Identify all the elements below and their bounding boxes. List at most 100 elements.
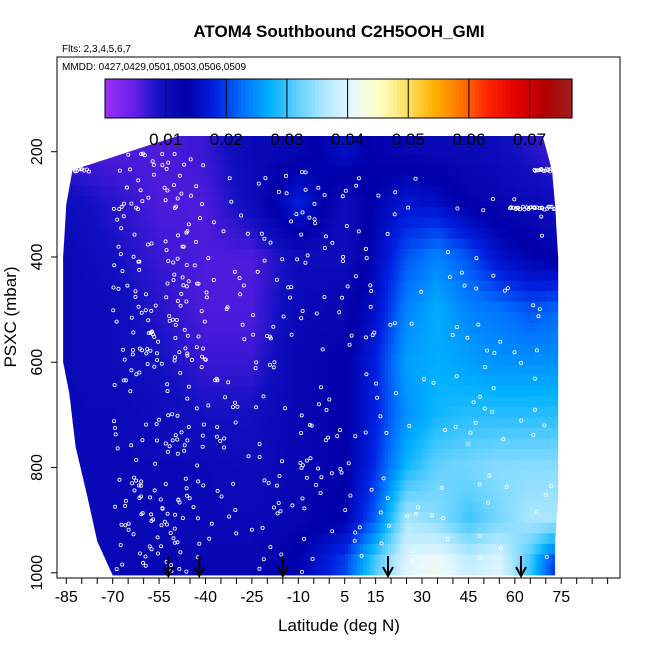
heatmap-cell <box>261 280 265 292</box>
heatmap-cell <box>379 575 383 586</box>
heatmap-cell <box>285 333 290 345</box>
heatmap-cell <box>372 206 377 219</box>
heatmap-cell <box>236 291 241 303</box>
heatmap-cell <box>137 575 141 586</box>
heatmap-cell <box>134 249 139 261</box>
heatmap-cell <box>258 449 262 461</box>
heatmap-cell <box>403 228 408 240</box>
heatmap-cell <box>304 522 309 534</box>
heatmap-cell <box>100 491 104 503</box>
heatmap-cell <box>236 564 241 576</box>
heatmap-cell <box>165 206 169 219</box>
heatmap-cell <box>134 164 139 177</box>
heatmap-cell <box>289 228 293 240</box>
heatmap-cell <box>171 564 176 576</box>
heatmap-cell <box>183 228 188 240</box>
heatmap-cell <box>193 164 197 177</box>
heatmap-cell <box>227 270 231 282</box>
heatmap-cell <box>112 185 117 198</box>
heatmap-cell <box>177 501 182 513</box>
heatmap-cell <box>242 406 247 419</box>
heatmap-cell <box>63 143 64 155</box>
heatmap-cell <box>338 291 343 303</box>
heatmap-cell <box>403 291 408 303</box>
heatmap-cell <box>165 470 169 482</box>
heatmap-cell <box>391 228 395 240</box>
heatmap-cell <box>329 543 333 555</box>
heatmap-cell <box>397 512 401 524</box>
heatmap-cell <box>171 459 176 471</box>
heatmap-cell <box>140 554 145 566</box>
heatmap-cell <box>134 154 139 166</box>
heatmap-cell <box>159 217 163 229</box>
heatmap-cell <box>183 470 188 482</box>
heatmap-cell <box>140 428 145 440</box>
heatmap-cell <box>202 459 207 471</box>
heatmap-cell <box>202 322 207 334</box>
heatmap-cell <box>146 385 151 398</box>
heatmap-cell <box>186 228 191 240</box>
heatmap-cell <box>378 154 383 166</box>
heatmap-cell <box>162 470 166 482</box>
heatmap-cell <box>134 206 139 219</box>
heatmap-cell <box>115 259 120 271</box>
heatmap-cell <box>183 459 188 471</box>
heatmap-cell <box>273 491 278 503</box>
heatmap-cell <box>202 533 207 545</box>
heatmap-cell <box>282 217 287 229</box>
heatmap-cell <box>63 228 64 240</box>
heatmap-cell <box>335 154 340 166</box>
heatmap-cell <box>112 270 117 282</box>
heatmap-cell <box>301 385 306 398</box>
heatmap-cell <box>403 164 408 177</box>
heatmap-cell <box>282 259 287 271</box>
heatmap-cell <box>202 480 207 492</box>
heatmap-cell <box>397 185 401 198</box>
heatmap-cell <box>372 385 377 398</box>
heatmap-cell <box>267 554 272 566</box>
heatmap-cell <box>316 135 321 145</box>
heatmap-cell <box>391 354 395 366</box>
heatmap-cell <box>211 238 216 250</box>
heatmap-cell <box>323 501 327 513</box>
heatmap-cell <box>75 343 80 355</box>
heatmap-cell <box>335 291 340 303</box>
heatmap-cell <box>378 512 383 524</box>
heatmap-cell <box>242 228 247 240</box>
heatmap-cell <box>69 217 74 229</box>
heatmap-cell <box>121 343 126 355</box>
heatmap-cell <box>285 480 290 492</box>
heatmap-cell <box>183 164 188 177</box>
heatmap-cell <box>134 438 139 450</box>
heatmap-cell <box>165 196 169 208</box>
heatmap-cell <box>387 217 392 229</box>
heatmap-cell <box>78 270 83 282</box>
heatmap-cell <box>239 135 244 145</box>
heatmap-cell <box>87 459 92 471</box>
heatmap-cell <box>66 291 70 303</box>
heatmap-cell <box>316 217 321 229</box>
heatmap-cell <box>72 575 76 586</box>
heatmap-cell <box>190 470 194 482</box>
heatmap-cell <box>103 470 108 482</box>
heatmap-cell <box>350 196 355 208</box>
heatmap-cell <box>217 322 222 334</box>
heatmap-cell <box>134 135 139 145</box>
heatmap-cell <box>81 291 86 303</box>
heatmap-cell <box>245 364 250 376</box>
heatmap-cell <box>193 364 197 376</box>
heatmap-cell <box>196 512 200 524</box>
heatmap-cell <box>338 280 343 292</box>
heatmap-cell <box>391 238 395 250</box>
heatmap-cell <box>310 564 315 576</box>
heatmap-cell <box>295 480 299 492</box>
heatmap-cell <box>109 228 114 240</box>
heatmap-cell <box>186 301 191 313</box>
heatmap-cell <box>301 228 306 240</box>
heatmap-cell <box>267 280 272 292</box>
heatmap-cell <box>353 228 358 240</box>
heatmap-cell <box>298 259 302 271</box>
heatmap-cell <box>239 270 244 282</box>
heatmap-cell <box>168 428 173 440</box>
heatmap-cell <box>146 196 151 208</box>
